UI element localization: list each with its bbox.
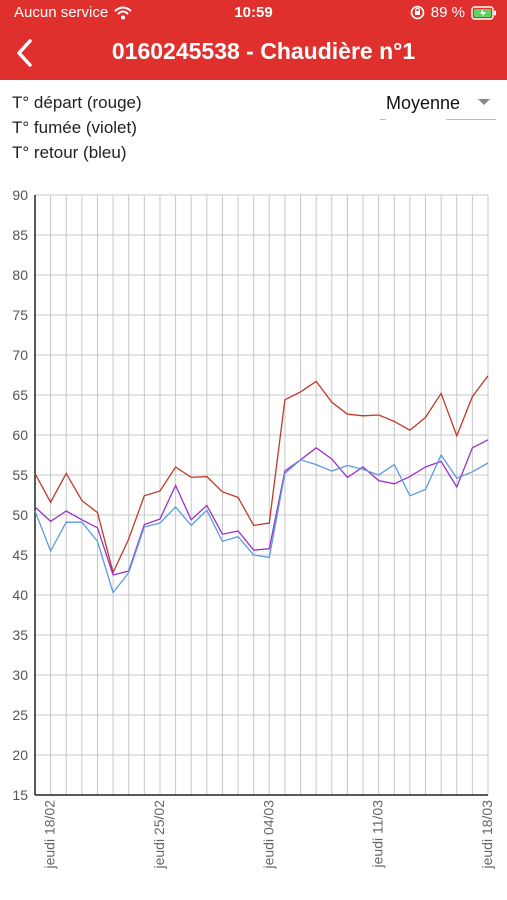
y-tick-label: 75 bbox=[12, 307, 28, 323]
select-underline bbox=[446, 119, 496, 120]
battery-percent: 89 % bbox=[430, 4, 465, 21]
legend-item-fumee: T° fumée (violet) bbox=[12, 118, 137, 137]
y-tick-label: 45 bbox=[12, 547, 28, 563]
battery-charging-icon bbox=[471, 5, 496, 20]
temperature-chart: 15 20 25 30 35 40 45 50 55 60 65 70 75 80 85 90 jeudi 18… bbox=[12, 187, 495, 870]
aggregation-select[interactable]: Moyenne bbox=[380, 90, 496, 120]
y-tick-label: 35 bbox=[12, 627, 28, 643]
y-tick-label: 80 bbox=[12, 267, 28, 283]
y-tick-label: 70 bbox=[12, 347, 28, 363]
status-bar: Aucun service 10:59 89 % bbox=[0, 0, 507, 26]
orientation-lock-icon bbox=[410, 5, 425, 20]
y-tick-label: 25 bbox=[12, 707, 28, 723]
y-tick-label: 30 bbox=[12, 667, 28, 683]
x-tick-label: jeudi 25/02 bbox=[151, 800, 167, 870]
dropdown-arrow-icon bbox=[478, 99, 490, 105]
nav-bar: 0160245538 - Chaudière n°1 bbox=[0, 26, 507, 80]
y-tick-label: 60 bbox=[12, 427, 28, 443]
series-line-1 bbox=[34, 439, 489, 576]
status-time: 10:59 bbox=[234, 4, 273, 21]
x-tick-label: jeudi 18/03 bbox=[479, 800, 495, 870]
x-tick-label: jeudi 04/03 bbox=[260, 800, 276, 870]
wifi-icon bbox=[114, 6, 132, 19]
carrier-label: Aucun service bbox=[14, 4, 109, 21]
page-title: 0160245538 - Chaudière n°1 bbox=[111, 38, 416, 64]
series-line-2 bbox=[34, 453, 489, 594]
x-tick-label: jeudi 18/02 bbox=[42, 800, 58, 870]
y-tick-label: 90 bbox=[12, 187, 28, 203]
select-underline bbox=[380, 119, 386, 120]
legend-item-retour: T° retour (bleu) bbox=[12, 143, 127, 162]
status-left: Aucun service bbox=[14, 4, 132, 21]
x-tick-label: jeudi 11/03 bbox=[370, 800, 386, 869]
series-line-0 bbox=[34, 375, 489, 575]
y-tick-label: 55 bbox=[12, 467, 28, 483]
y-tick-label: 20 bbox=[12, 747, 28, 763]
chevron-left-icon bbox=[17, 39, 32, 67]
y-tick-label: 50 bbox=[12, 507, 28, 523]
y-tick-label: 40 bbox=[12, 587, 28, 603]
y-tick-label: 65 bbox=[12, 387, 28, 403]
status-right: 89 % bbox=[410, 4, 497, 21]
series-legend: T° départ (rouge) T° fumée (violet) T° r… bbox=[12, 90, 142, 165]
back-button[interactable] bbox=[12, 36, 42, 70]
y-tick-label: 15 bbox=[12, 787, 28, 803]
y-tick-label: 85 bbox=[12, 227, 28, 243]
legend-item-depart: T° départ (rouge) bbox=[12, 93, 142, 112]
aggregation-select-value: Moyenne bbox=[386, 93, 461, 113]
